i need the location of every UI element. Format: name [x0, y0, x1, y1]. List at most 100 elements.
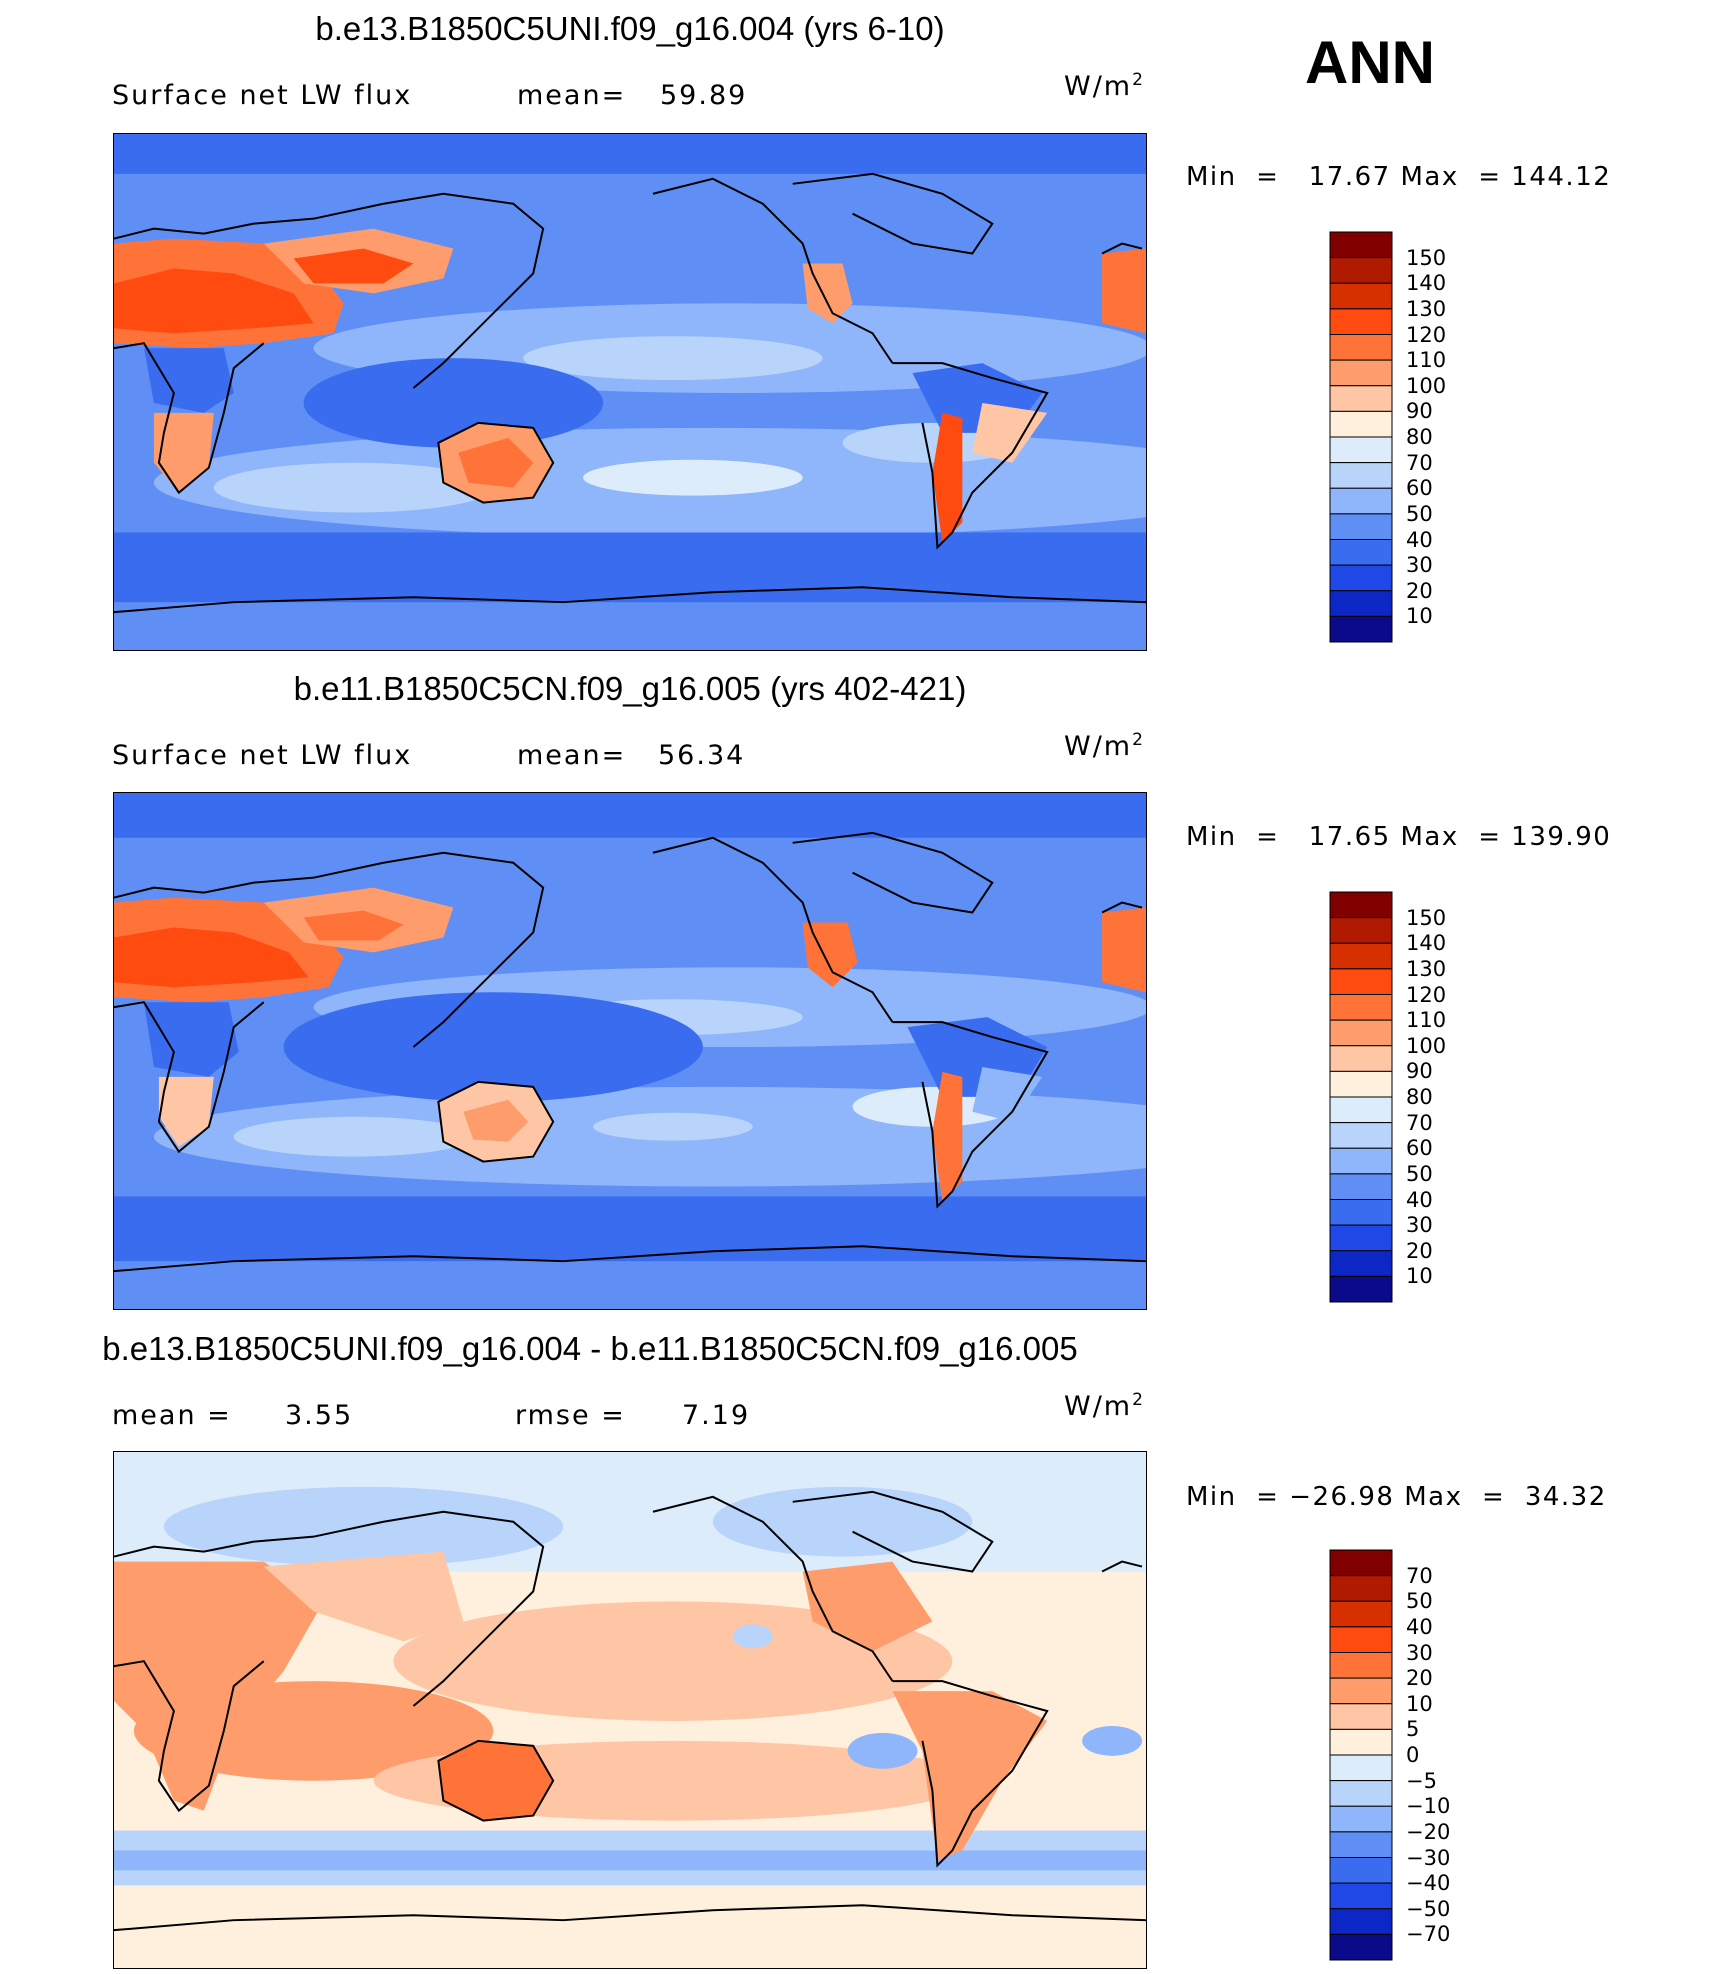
panel-3-colorbar-label-11: −30: [1406, 1845, 1451, 1870]
panel-1-colorbar-label-12: 30: [1406, 553, 1433, 578]
panel-2-map: [113, 792, 1147, 1310]
arctic-band: [114, 793, 1146, 838]
panel-2-max-value: 139.90: [1511, 822, 1612, 852]
panel-2-colorbar-label-10: 50: [1406, 1161, 1433, 1186]
canada-negative: [712, 1486, 973, 1557]
panel-3-colorbar-label-10: −20: [1406, 1819, 1451, 1844]
panel-2-colorbar-swatch-6: [1329, 1045, 1393, 1072]
panel-3-colorbar-label-13: −50: [1406, 1896, 1451, 1921]
panel-1-colorbar-labels: 150 140 130 120 110 100 90 80 70 60 50 40 30 20 10: [1406, 232, 1526, 642]
panel-1-colorbar-label-3: 120: [1406, 322, 1447, 347]
panel-3-units: W/m2: [1064, 1390, 1143, 1422]
west-sahara-right: [1102, 248, 1146, 334]
ocean-band-south-core-1: [213, 462, 494, 513]
panel-3-minmax: Min = −26.98 Max = 34.32: [1186, 1482, 1607, 1512]
panel-1-colorbar-label-2: 130: [1406, 296, 1447, 321]
panel-3-max-label: Max =: [1404, 1482, 1506, 1512]
panel-2-colorbar-swatch-9: [1329, 1122, 1393, 1149]
east-pacific-negative: [847, 1732, 918, 1769]
panel-1-variable-label: Surface net LW flux: [112, 80, 413, 111]
panel-1-units-exp: 2: [1132, 70, 1143, 90]
panel-1-colorbar-label-7: 80: [1406, 425, 1433, 449]
panel-3-colorbar-label-0: 70: [1406, 1563, 1433, 1588]
sahara-core: [114, 268, 314, 334]
panel-3-units-exp: 2: [1132, 1390, 1143, 1410]
coastlines: [114, 172, 1146, 614]
east-brazil: [972, 402, 1048, 463]
panel-1-colorbar-svg: [1329, 231, 1393, 643]
panel-3-colorbar-swatch-9: [1329, 1780, 1393, 1807]
panel-2-units-base: W/m: [1064, 731, 1133, 762]
panel-2-colorbar-label-2: 130: [1406, 956, 1447, 981]
panel-2-units-exp: 2: [1132, 730, 1143, 750]
panel-1-colorbar-swatch-9: [1329, 462, 1393, 489]
panel-2-colorbar-swatch-11: [1329, 1173, 1393, 1200]
panel-1-colorbar-swatch-3: [1329, 308, 1393, 335]
panel-2-colorbar-label-6: 90: [1406, 1059, 1433, 1084]
panel-1-colorbar-label-9: 60: [1406, 476, 1433, 501]
southern-africa: [153, 412, 214, 493]
panel-1-colorbar-swatch-6: [1329, 385, 1393, 412]
panel-2-units: W/m2: [1064, 730, 1143, 762]
panel-3-colorbar-label-8: −5: [1406, 1768, 1437, 1793]
ocean-band-north-core: [523, 336, 823, 381]
panel-1-colorbar-swatch-2: [1329, 282, 1393, 310]
panel-1-colorbar-swatch-4: [1329, 334, 1393, 361]
panel-1-colorbar-label-1: 140: [1406, 271, 1447, 296]
panel-2-colorbar-label-1: 140: [1406, 931, 1447, 956]
panel-3-max-value: 34.32: [1524, 1482, 1607, 1512]
panel-3-colorbar-swatch-7: [1329, 1728, 1393, 1756]
panel-2-colorbar-swatch-3: [1329, 968, 1393, 995]
panel-2-colorbar-label-4: 110: [1406, 1008, 1447, 1033]
arctic-band: [114, 134, 1146, 174]
panel-2-map-svg: [114, 793, 1146, 1309]
australia-core: [463, 1099, 529, 1142]
tibet-core: [293, 248, 414, 284]
panel-1-title: b.e13.B1850C5UNI.f09_g16.004 (yrs 6-10): [315, 10, 945, 47]
sahara-core: [114, 927, 309, 988]
panel-3-min-label: Min =: [1186, 1482, 1280, 1512]
panel-3-colorbar-label-2: 40: [1406, 1614, 1433, 1639]
coastlines: [114, 831, 1146, 1273]
panel-1-colorbar-label-6: 90: [1406, 399, 1433, 424]
central-pacific-negative: [732, 1624, 773, 1649]
panel-1-map-svg: [114, 134, 1146, 650]
panel-1-colorbar-label-5: 100: [1406, 373, 1447, 398]
panel-2-colorbar-label-12: 30: [1406, 1213, 1433, 1238]
panel-2-colorbar-label-5: 100: [1406, 1033, 1447, 1058]
panel-2-colorbar-label-13: 20: [1406, 1238, 1433, 1263]
panel-2-colorbar-swatch-0: [1329, 891, 1393, 919]
panel-2-colorbar-label-8: 70: [1406, 1110, 1433, 1135]
panel-3-colorbar-swatch-11: [1329, 1831, 1393, 1858]
south-atlantic-negative: [1082, 1725, 1143, 1756]
panel-3-colorbar-swatch-1: [1329, 1575, 1393, 1602]
panel-3-colorbar-label-14: −70: [1406, 1922, 1451, 1947]
panel-1-colorbar-label-8: 70: [1406, 450, 1433, 475]
andes: [932, 1071, 963, 1202]
panel-1-colorbar-swatch-12: [1329, 539, 1393, 566]
coastlines: [114, 1490, 1146, 1932]
panel-1-max-label: Max =: [1400, 162, 1502, 192]
panel-3-rmse-value: 7.19: [682, 1400, 751, 1431]
panel-3-colorbar-swatch-8: [1329, 1754, 1393, 1782]
panel-2-colorbar-label-3: 120: [1406, 982, 1447, 1007]
southern-ocean: [114, 1196, 1146, 1272]
panel-1-units: W/m2: [1064, 70, 1143, 102]
panel-2-colorbar-labels: 150 140 130 120 110 100 90 80 70 60 50 40 30 20 10: [1406, 892, 1526, 1302]
australia-core: [458, 437, 534, 488]
tibet-core: [303, 910, 404, 941]
panel-3-title: b.e13.B1850C5UNI.f09_g16.004 - b.e11.B18…: [102, 1330, 1078, 1367]
panel-3-map: [113, 1451, 1147, 1969]
panel-3-map-svg: [114, 1452, 1146, 1968]
panel-3-colorbar-label-9: −10: [1406, 1794, 1451, 1819]
panel-2-colorbar-label-14: 10: [1406, 1264, 1433, 1289]
ocean-band-south-core-1: [233, 1116, 474, 1157]
southern-ocean-core: [114, 1850, 1146, 1871]
panel-1-colorbar-swatch-11: [1329, 513, 1393, 540]
panel-2-colorbar-swatch-1: [1329, 917, 1393, 944]
panel-2-colorbar-swatch-5: [1329, 1019, 1393, 1047]
panel-1-colorbar-label-11: 40: [1406, 527, 1433, 552]
panel-2-colorbar-label-0: 150: [1406, 905, 1447, 930]
panel-3-colorbar-swatch-2: [1329, 1600, 1393, 1628]
panel-1-colorbar: [1329, 231, 1393, 643]
